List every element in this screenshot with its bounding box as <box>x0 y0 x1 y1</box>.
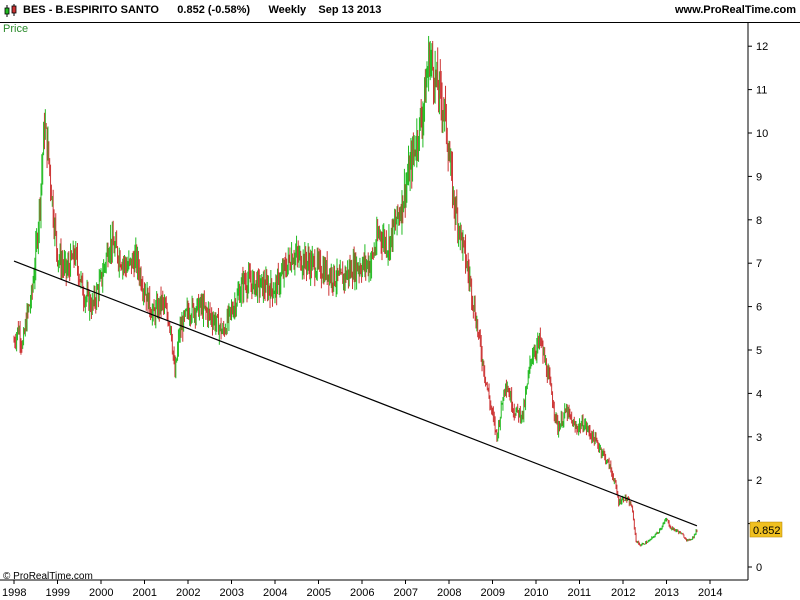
x-tick-label: 2008 <box>437 587 461 599</box>
y-tick-label: 7 <box>756 258 762 270</box>
x-tick-label: 2006 <box>350 587 374 599</box>
x-tick-label: 2007 <box>394 587 418 599</box>
site-link[interactable]: www.ProRealTime.com <box>674 4 796 16</box>
x-tick-label: 2010 <box>524 587 548 599</box>
x-tick-label: 1999 <box>46 587 70 599</box>
y-tick-label: 9 <box>756 171 762 183</box>
price-change: (-0.58%) <box>207 4 251 16</box>
copyright: © ProRealTime.com <box>3 571 93 582</box>
x-tick-label: 2002 <box>176 587 200 599</box>
y-tick-label: 4 <box>756 388 762 400</box>
date: Sep 13 2013 <box>318 4 382 16</box>
y-tick-label: 6 <box>756 302 762 314</box>
chart-title: BES - B.ESPIRITO SANTO 0.852 (-0.58%) We… <box>23 4 382 16</box>
x-tick-label: 2003 <box>220 587 244 599</box>
price-label: Price <box>3 23 28 35</box>
x-tick-label: 2000 <box>89 587 113 599</box>
y-axis: 0123456789101112 <box>748 41 768 574</box>
x-axis: 1998 1999 2000 2001 2002 2003 2004 2005 2006 2007… <box>2 580 722 599</box>
x-tick-label: 2014 <box>698 587 722 599</box>
x-tick-label: 2013 <box>655 587 679 599</box>
y-tick-label: 11 <box>756 85 767 97</box>
instrument-name: B.ESPIRITO SANTO <box>55 4 159 16</box>
x-tick-label: 2009 <box>481 587 505 599</box>
last-value-badge: 0.852 <box>749 521 783 538</box>
y-tick-label: 5 <box>756 345 762 357</box>
y-tick-label: 0 <box>756 562 762 574</box>
y-tick-label: 10 <box>756 128 768 140</box>
x-tick-label: 2001 <box>133 587 157 599</box>
y-tick-label: 12 <box>756 41 768 53</box>
y-tick-label: 8 <box>756 215 762 227</box>
last-value-label: 0.852 <box>753 525 781 537</box>
x-tick-label: 2004 <box>263 587 287 599</box>
x-tick-label: 2012 <box>611 587 635 599</box>
symbol: BES <box>23 4 46 16</box>
x-tick-label: 2011 <box>568 587 592 599</box>
y-tick-label: 2 <box>756 475 762 487</box>
last-price: 0.852 <box>177 4 205 16</box>
price-series <box>13 35 698 547</box>
y-tick-label: 3 <box>756 432 762 444</box>
x-tick-label: 2005 <box>307 587 331 599</box>
x-tick-label: 1998 <box>2 587 26 599</box>
trendline <box>13 260 698 527</box>
chart-header: BES - B.ESPIRITO SANTO 0.852 (-0.58%) We… <box>0 0 800 23</box>
candlestick-icon <box>4 4 17 17</box>
period: Weekly <box>268 4 307 16</box>
